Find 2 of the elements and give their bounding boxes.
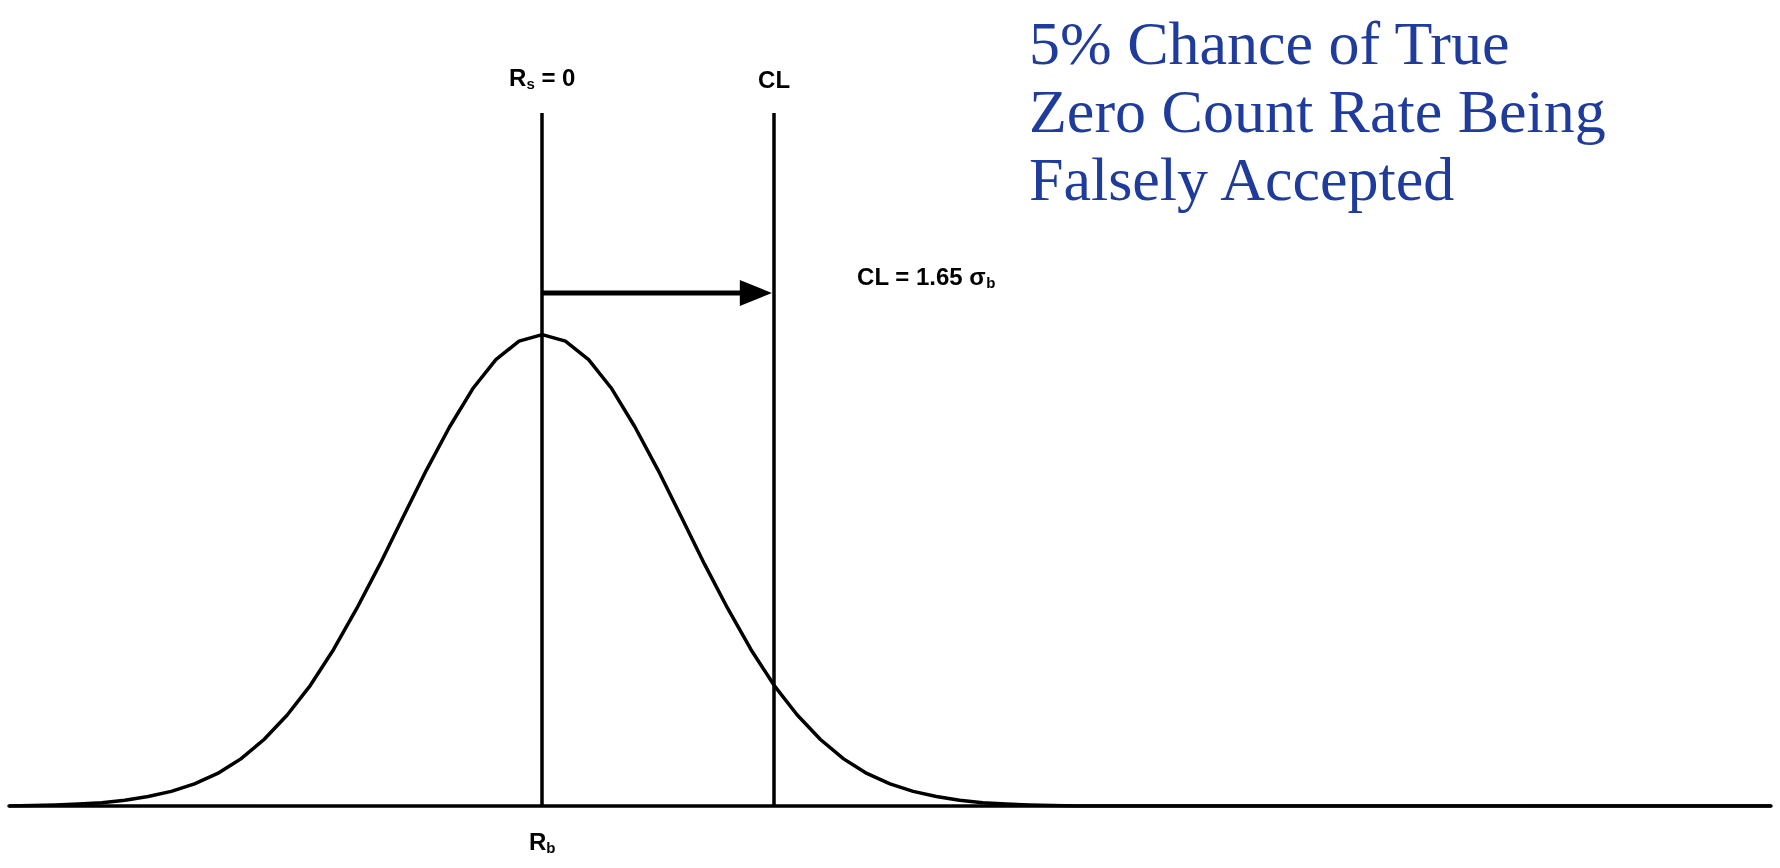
- text: CL: [758, 65, 791, 93]
- chart-title: 5% Chance of True Zero Count Rate Being Falsely Accepted: [1029, 9, 1622, 213]
